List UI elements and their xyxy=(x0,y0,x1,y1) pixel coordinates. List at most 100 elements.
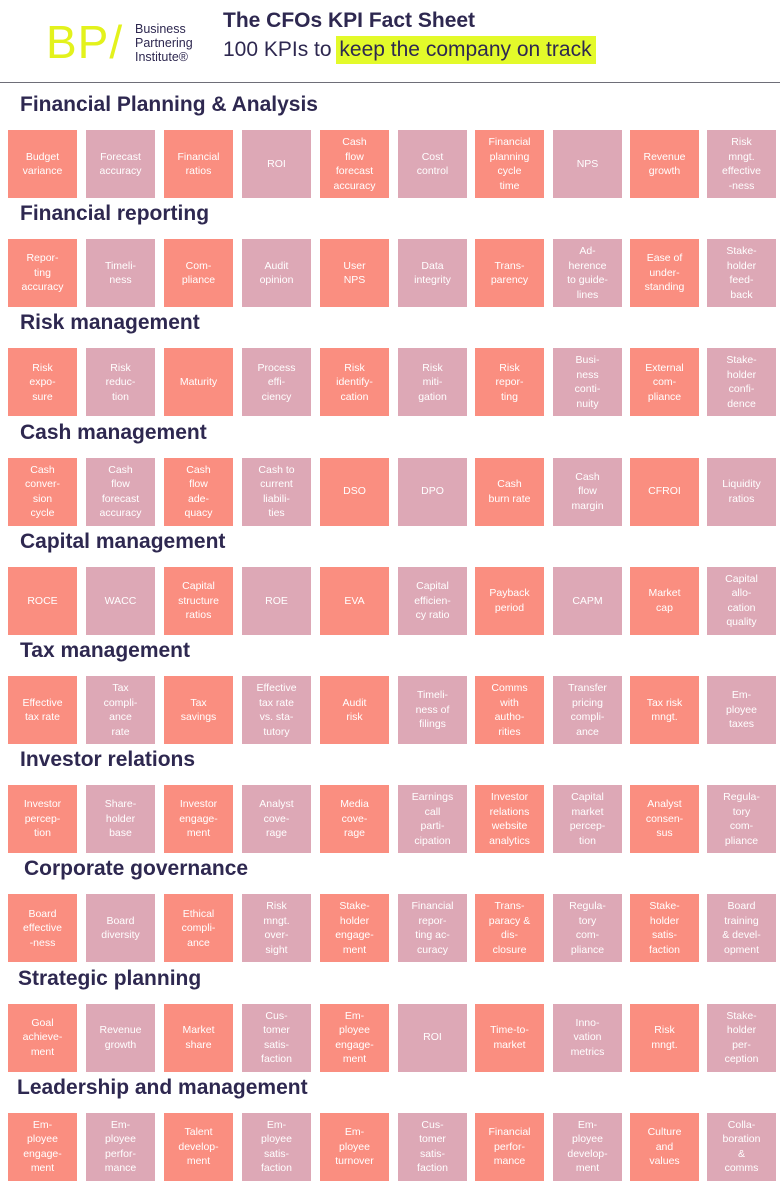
kpi-tile: Market share xyxy=(164,1003,233,1072)
kpi-tile: Revenue growth xyxy=(630,130,699,198)
kpi-tile: Comms with autho- rities xyxy=(475,676,544,744)
kpi-tile: User NPS xyxy=(320,239,389,308)
kpi-section: Tax management Effective tax rate Tax comp… xyxy=(0,639,780,753)
kpi-tile: Em- ployee engage- ment xyxy=(320,1003,389,1072)
kpi-tile: Stake- holder confi- dence xyxy=(707,348,776,417)
kpi-tile: ROI xyxy=(242,130,311,198)
kpi-tile: Risk identify- cation xyxy=(320,348,389,417)
subtitle-highlight: keep the company on track xyxy=(336,36,596,64)
kpi-tile: Board training & devel- opment xyxy=(707,894,776,963)
kpi-tile: Regula- tory com- pliance xyxy=(707,785,776,854)
section-title: Cash management xyxy=(20,420,207,444)
kpi-tile: Cash flow margin xyxy=(553,457,622,526)
kpi-section: Cash management Cash conver- sion cycle Ca… xyxy=(0,421,780,535)
logo-line: Partnering xyxy=(135,36,193,50)
kpi-tile: Cash flow ade- quacy xyxy=(164,457,233,526)
kpi-tile: Cash to current liabili- ties xyxy=(242,457,311,526)
kpi-tile: Investor relations website analytics xyxy=(475,785,544,854)
kpi-tile: ROE xyxy=(242,566,311,635)
kpi-tile: Trans- paracy & dis- closure xyxy=(475,894,544,963)
kpi-tile: Busi- ness conti- nuity xyxy=(553,348,622,417)
kpi-tile: Cash flow forecast accuracy xyxy=(86,457,155,526)
section-title: Corporate governance xyxy=(24,857,249,881)
kpi-section: Leadership and management Em- ployee enga… xyxy=(0,1076,780,1190)
kpi-tile: Board effective -ness xyxy=(8,894,77,963)
kpi-tile: Com- pliance xyxy=(164,239,233,308)
section-title: Investor relations xyxy=(20,748,196,772)
kpi-tile: Risk miti- gation xyxy=(398,348,467,417)
kpi-tile: Transfer pricing compli- ance xyxy=(553,676,622,744)
kpi-tile: Financial perfor- mance xyxy=(475,1112,544,1181)
kpi-tile: Risk mngt. xyxy=(630,1003,699,1072)
header: BP/ Business Partnering Institute® The C… xyxy=(0,0,780,83)
kpi-tile: Em- ployee taxes xyxy=(707,676,776,744)
kpi-tile: EVA xyxy=(320,566,389,635)
kpi-tile: NPS xyxy=(553,130,622,198)
kpi-tile: Cus- tomer satis- faction xyxy=(242,1003,311,1072)
kpi-section: Financial reporting Repor- ting accuracy T… xyxy=(0,202,780,316)
section-title: Leadership and management xyxy=(17,1075,308,1099)
section-title: Capital management xyxy=(20,529,226,553)
kpi-tile: Effective tax rate vs. sta- tutory xyxy=(242,676,311,744)
kpi-tile: Payback period xyxy=(475,566,544,635)
kpi-tile: Time-to- market xyxy=(475,1003,544,1072)
kpi-tile: Timeli- ness of filings xyxy=(398,676,467,744)
kpi-tile: Financial planning cycle time xyxy=(475,130,544,198)
kpi-tile: DSO xyxy=(320,457,389,526)
kpi-tile: Effective tax rate xyxy=(8,676,77,744)
subtitle-prefix: 100 KPIs to xyxy=(223,38,332,61)
logo-line: Business xyxy=(135,22,186,36)
kpi-section: Financial Planning & Analysis Budget vari… xyxy=(0,93,780,207)
kpi-tile: Risk mngt. over- sight xyxy=(242,894,311,963)
kpi-tile: Stake- holder feed- back xyxy=(707,239,776,308)
kpi-tile: Tax compli- ance rate xyxy=(86,676,155,744)
kpi-tile: Capital allo- cation quality xyxy=(707,566,776,635)
kpi-tile: Stake- holder satis- faction xyxy=(630,894,699,963)
kpi-tile: Share- holder base xyxy=(86,785,155,854)
kpi-tile: Earnings call parti- cipation xyxy=(398,785,467,854)
kpi-tile: Cash burn rate xyxy=(475,457,544,526)
kpi-tile: Liquidity ratios xyxy=(707,457,776,526)
kpi-tile: Risk expo- sure xyxy=(8,348,77,417)
section-title: Financial Planning & Analysis xyxy=(20,93,318,116)
section-title: Strategic planning xyxy=(18,966,202,990)
kpi-tile: Cus- tomer satis- faction xyxy=(398,1112,467,1181)
kpi-tile: Capital efficien- cy ratio xyxy=(398,566,467,635)
kpi-section: Corporate governance Board effective -nes… xyxy=(0,857,780,971)
section-title: Tax management xyxy=(20,639,190,662)
kpi-tile: CAPM xyxy=(553,566,622,635)
kpi-tile: Financial ratios xyxy=(164,130,233,198)
kpi-tile: Tax savings xyxy=(164,676,233,744)
kpi-tile: Investor engage- ment xyxy=(164,785,233,854)
kpi-tile: Revenue growth xyxy=(86,1003,155,1072)
kpi-tile: Ad- herence to guide- lines xyxy=(553,239,622,308)
kpi-tile: Risk reduc- tion xyxy=(86,348,155,417)
kpi-section: Investor relations Investor percep- tion S… xyxy=(0,748,780,862)
kpi-tile: Risk repor- ting xyxy=(475,348,544,417)
kpi-tile: Cash conver- sion cycle xyxy=(8,457,77,526)
kpi-section: Capital management ROCE WACC Capital struct… xyxy=(0,530,780,644)
kpi-section: Strategic planning Goal achieve- ment Reve… xyxy=(0,967,780,1081)
kpi-tile: ROCE xyxy=(8,566,77,635)
kpi-tile: Stake- holder per- ception xyxy=(707,1003,776,1072)
kpi-tile: Em- ployee engage- ment xyxy=(8,1112,77,1181)
kpi-tile: Stake- holder engage- ment xyxy=(320,894,389,963)
kpi-tile: Process effi- ciency xyxy=(242,348,311,417)
kpi-tile: Capital market percep- tion xyxy=(553,785,622,854)
kpi-tile: Culture and values xyxy=(630,1112,699,1181)
section-title: Financial reporting xyxy=(20,202,210,226)
kpi-tile: Em- ployee perfor- mance xyxy=(86,1112,155,1181)
bpi-logo: BP/ Business Partnering Institute® xyxy=(46,16,226,68)
kpi-tile: Inno- vation metrics xyxy=(553,1003,622,1072)
logo-line: Institute® xyxy=(135,50,188,64)
kpi-tile: Capital structure ratios xyxy=(164,566,233,635)
kpi-tile: Cost control xyxy=(398,130,467,198)
page-subtitle: 100 KPIs to keep the company on track xyxy=(223,36,596,64)
kpi-tile: Forecast accuracy xyxy=(86,130,155,198)
kpi-tile: CFROI xyxy=(630,457,699,526)
kpi-tile: Goal achieve- ment xyxy=(8,1003,77,1072)
kpi-tile: Ease of under- standing xyxy=(630,239,699,308)
logo-letters: BP/ xyxy=(46,16,124,68)
kpi-tile: Financial repor- ting ac- curacy xyxy=(398,894,467,963)
page-title: The CFOs KPI Fact Sheet xyxy=(223,9,476,32)
